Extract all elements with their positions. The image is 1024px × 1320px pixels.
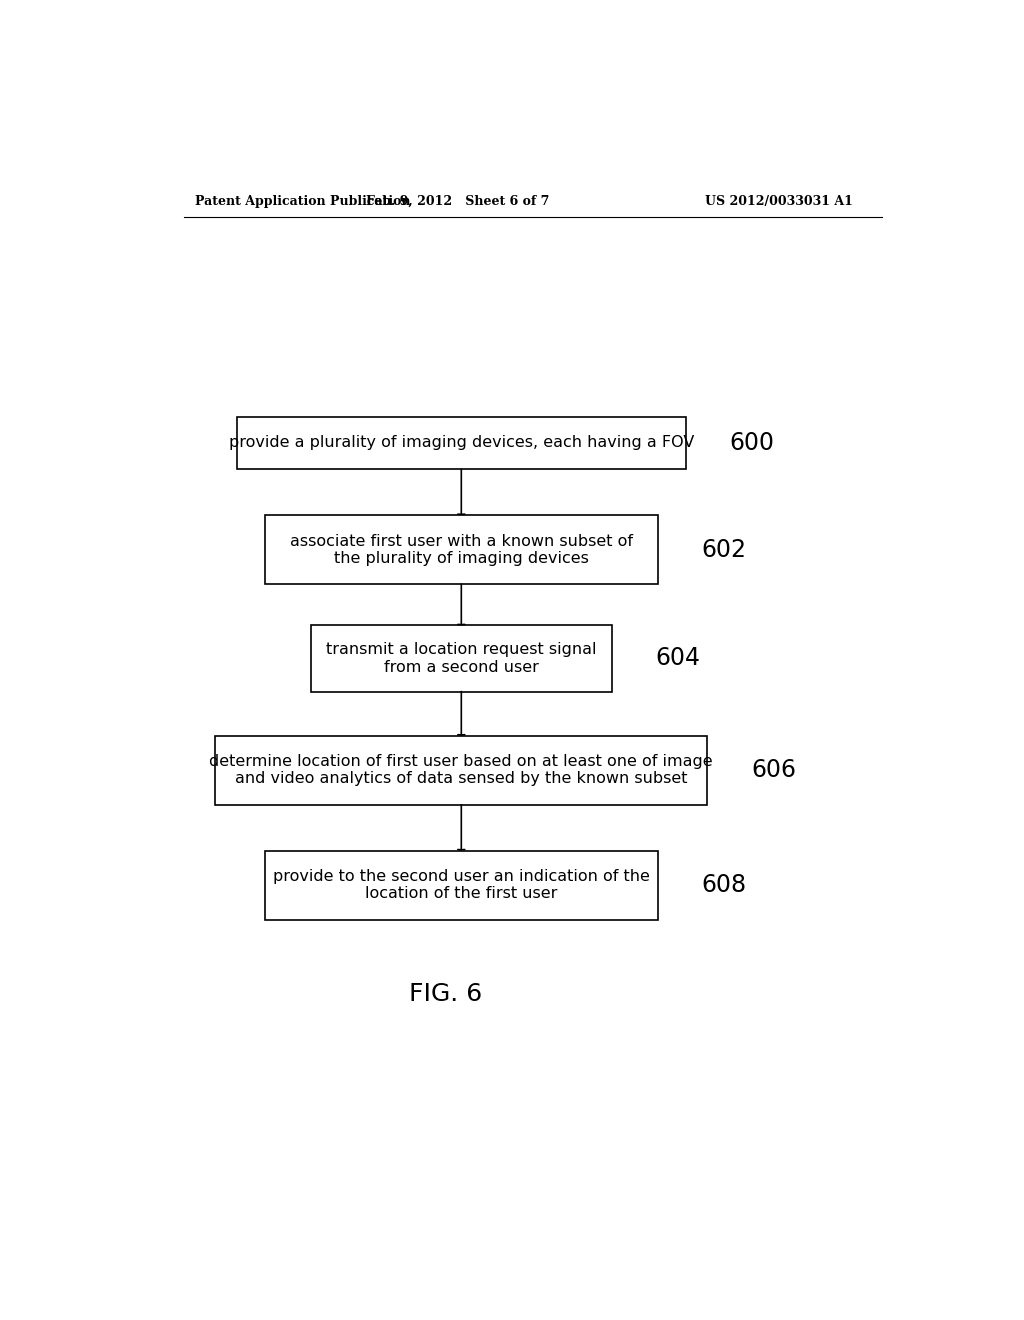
- Text: provide to the second user an indication of the
location of the first user: provide to the second user an indication…: [272, 869, 650, 902]
- FancyBboxPatch shape: [238, 417, 685, 470]
- Text: provide a plurality of imaging devices, each having a FOV: provide a plurality of imaging devices, …: [228, 436, 694, 450]
- Text: 600: 600: [729, 432, 774, 455]
- Text: US 2012/0033031 A1: US 2012/0033031 A1: [705, 194, 853, 207]
- Text: 608: 608: [701, 873, 746, 898]
- Text: associate first user with a known subset of
the plurality of imaging devices: associate first user with a known subset…: [290, 533, 633, 566]
- Text: 606: 606: [751, 758, 796, 783]
- Text: 602: 602: [701, 537, 746, 562]
- Text: FIG. 6: FIG. 6: [409, 982, 482, 1006]
- FancyBboxPatch shape: [215, 735, 708, 805]
- FancyBboxPatch shape: [265, 515, 657, 585]
- Text: Patent Application Publication: Patent Application Publication: [196, 194, 411, 207]
- FancyBboxPatch shape: [265, 850, 657, 920]
- Text: 604: 604: [655, 647, 700, 671]
- Text: transmit a location request signal
from a second user: transmit a location request signal from …: [326, 643, 597, 675]
- Text: Feb. 9, 2012   Sheet 6 of 7: Feb. 9, 2012 Sheet 6 of 7: [366, 194, 549, 207]
- Text: determine location of first user based on at least one of image
and video analyt: determine location of first user based o…: [210, 754, 713, 787]
- FancyBboxPatch shape: [310, 626, 612, 692]
